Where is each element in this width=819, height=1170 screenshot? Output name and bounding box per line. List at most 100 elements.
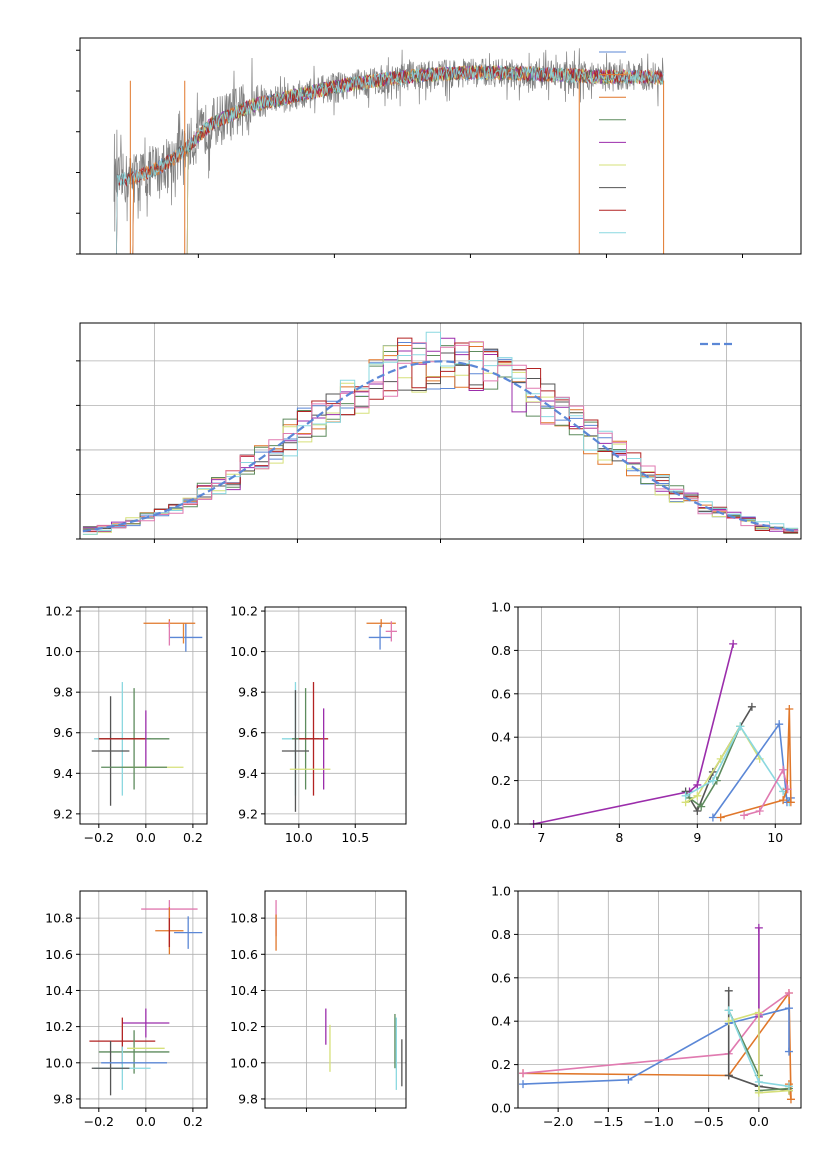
y-tick-label: 9.8 bbox=[53, 685, 73, 700]
y-tick-label: 10.0 bbox=[230, 1055, 258, 1070]
y-tick-label: 0.6 bbox=[491, 686, 511, 701]
x-tick-label: 0.0 bbox=[136, 1114, 156, 1129]
y-tick-label: 9.2 bbox=[53, 806, 73, 821]
points-age_vs_Z bbox=[91, 619, 203, 806]
frame-weight_vs_Z: −2.0 −1.5 −1.0 −0.5 0.0 0.0 0.2 0.4 0.6 0.8 1.0 bbox=[491, 884, 802, 1129]
spectrum-lines bbox=[113, 48, 665, 254]
y-tick-label: 10.6 bbox=[45, 947, 73, 962]
x-tick-label: −0.5 bbox=[693, 1114, 723, 1129]
series-line bbox=[522, 1007, 790, 1085]
series-line bbox=[522, 992, 790, 1075]
x-tick-label: 8 bbox=[615, 830, 623, 845]
series-marker bbox=[708, 813, 717, 822]
y-tick-label: 10.0 bbox=[45, 1055, 73, 1070]
plot-frame bbox=[517, 606, 802, 825]
x-tick-label: −1.0 bbox=[643, 1114, 673, 1129]
frame-residuals bbox=[76, 322, 802, 543]
series-weight_vs_age bbox=[529, 639, 795, 828]
y-tick-label: 0.0 bbox=[491, 817, 511, 832]
error-bar-point bbox=[385, 621, 397, 642]
error-bar-point bbox=[169, 623, 203, 652]
x-tick-label: 10.0 bbox=[285, 830, 313, 845]
points-mass_vs_EBV bbox=[275, 900, 403, 1090]
x-tick-label: 9 bbox=[693, 830, 701, 845]
x-tick-label: −1.5 bbox=[593, 1114, 623, 1129]
y-tick-label: 0.8 bbox=[491, 643, 511, 658]
y-tick-label: 10.8 bbox=[230, 911, 258, 926]
y-tick-label: 1.0 bbox=[491, 884, 511, 899]
series-marker bbox=[747, 702, 756, 711]
series-marker bbox=[784, 1004, 793, 1013]
series-line bbox=[720, 708, 792, 819]
y-tick-label: 9.4 bbox=[238, 766, 258, 781]
axes-weight_vs_age bbox=[518, 606, 801, 825]
series-marker bbox=[519, 1069, 528, 1078]
series-marker bbox=[786, 1095, 795, 1104]
y-tick-label: 10.2 bbox=[45, 1019, 73, 1034]
series-marker bbox=[724, 1071, 733, 1080]
error-bar-point bbox=[281, 690, 309, 812]
series-weight_vs_Z bbox=[519, 923, 795, 1104]
y-tick-label: 0.4 bbox=[491, 1014, 511, 1029]
x-tick-label: 0.0 bbox=[136, 830, 156, 845]
y-tick-label: 10.2 bbox=[230, 604, 258, 619]
y-tick-label: 9.8 bbox=[53, 1091, 73, 1106]
series-marker bbox=[724, 1017, 733, 1026]
series-marker bbox=[785, 704, 794, 713]
axes-age_vs_mass bbox=[265, 607, 406, 824]
y-tick-label: 9.4 bbox=[53, 766, 73, 781]
series-marker bbox=[693, 791, 702, 800]
series-marker bbox=[724, 1006, 733, 1015]
series-marker bbox=[724, 986, 733, 995]
series-marker bbox=[784, 1047, 793, 1056]
y-tick-label: 10.4 bbox=[230, 983, 258, 998]
error-bar-point bbox=[91, 1041, 130, 1096]
series-marker bbox=[624, 1075, 633, 1084]
series-line bbox=[712, 721, 792, 818]
y-tick-label: 0.2 bbox=[491, 1057, 511, 1072]
legend bbox=[599, 51, 626, 234]
y-tick-label: 10.8 bbox=[45, 911, 73, 926]
axes-mass_vs_EBV bbox=[265, 891, 406, 1108]
y-tick-label: 0.6 bbox=[491, 970, 511, 985]
histogram-series bbox=[82, 348, 799, 533]
series-marker bbox=[519, 1080, 528, 1089]
plot-frame bbox=[79, 37, 802, 255]
plot-frame bbox=[79, 890, 208, 1109]
y-tick-label: 10.6 bbox=[230, 947, 258, 962]
points-age_vs_mass bbox=[281, 619, 397, 812]
series-marker bbox=[729, 639, 738, 648]
y-tick-label: 0.2 bbox=[491, 773, 511, 788]
error-bar-point bbox=[122, 1008, 170, 1038]
x-tick-label: 0.0 bbox=[749, 1114, 769, 1129]
series-marker bbox=[697, 802, 706, 811]
plot-frame bbox=[79, 606, 208, 825]
series-marker bbox=[740, 811, 749, 820]
x-tick-label: −0.2 bbox=[84, 830, 114, 845]
y-tick-label: 10.2 bbox=[45, 604, 73, 619]
plot-frame bbox=[264, 606, 407, 825]
series-line bbox=[727, 990, 790, 1092]
series-marker bbox=[755, 806, 764, 815]
error-bar-point bbox=[368, 625, 392, 650]
x-tick-label: 0.2 bbox=[183, 1114, 203, 1129]
y-tick-label: 9.2 bbox=[238, 806, 258, 821]
y-tick-label: 9.8 bbox=[238, 1091, 258, 1106]
series-marker bbox=[693, 780, 702, 789]
frame-mass_vs_EBV: 9.8 10.0 10.2 10.4 10.6 10.8 bbox=[230, 890, 407, 1112]
series-marker bbox=[775, 720, 784, 729]
frame-mass_vs_Z: −0.2 0.0 0.2 9.8 10.0 10.2 10.4 10.6 10.8 bbox=[45, 890, 208, 1129]
error-bar-point bbox=[174, 916, 203, 949]
series-marker bbox=[736, 722, 745, 731]
series-marker bbox=[754, 923, 763, 932]
y-tick-label: 9.6 bbox=[53, 725, 73, 740]
series-marker bbox=[784, 1082, 793, 1091]
series-marker bbox=[681, 791, 690, 800]
histogram-series bbox=[82, 341, 799, 532]
x-tick-label: 10 bbox=[767, 830, 783, 845]
plot-frame bbox=[517, 890, 802, 1109]
series-line bbox=[689, 726, 741, 808]
x-tick-label: 10.5 bbox=[341, 830, 369, 845]
y-tick-label: 10.4 bbox=[45, 983, 73, 998]
